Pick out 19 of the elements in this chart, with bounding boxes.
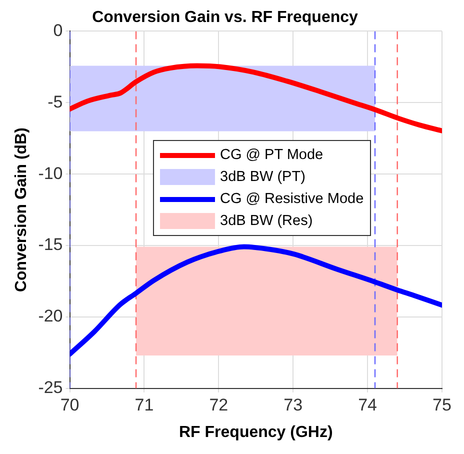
y-axis-title: Conversion Gain (dB)	[13, 128, 30, 292]
legend-label: 3dB BW (Res)	[220, 212, 313, 231]
legend-label: CG @ Resistive Mode	[220, 190, 364, 209]
y-tick-label: -20	[38, 306, 63, 326]
y-tick-label: -10	[38, 164, 63, 183]
y-tick-label: 0	[53, 20, 63, 40]
legend-label: 3dB BW (PT)	[220, 168, 306, 187]
y-tick-label: -25	[38, 378, 63, 398]
legend-label: CG @ PT Mode	[220, 146, 324, 165]
x-tick-label: 72	[209, 395, 228, 414]
x-axis-title: RF Frequency (GHz)	[178, 424, 333, 441]
x-tick-label: 73	[284, 395, 303, 414]
x-tick-label: 75	[432, 395, 452, 414]
y-tick-label: -5	[48, 92, 63, 112]
x-tick-label: 71	[134, 395, 154, 414]
x-tick-label: 70	[60, 395, 80, 414]
x-tick-label: 74	[358, 395, 378, 414]
y-tick-label: -15	[38, 235, 63, 254]
chart-title: Conversion Gain vs. RF Frequency	[92, 9, 358, 26]
